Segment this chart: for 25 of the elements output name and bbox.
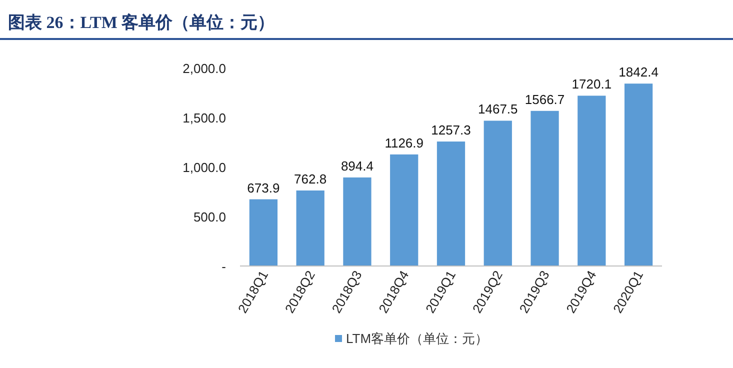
data-label: 1842.4 [618,64,658,80]
bar [390,154,418,266]
data-label: 894.4 [340,158,374,174]
data-label: 762.8 [294,171,327,186]
bar [578,96,606,266]
data-label: 1566.7 [524,92,565,107]
data-label: 1257.3 [431,122,471,138]
data-label: 673.9 [247,180,280,196]
bar [249,199,278,266]
bar [624,84,653,266]
chart-title: 图表 26：LTM 客单价（单位：元） [8,13,275,32]
data-label: 1126.9 [384,135,424,150]
data-label: 1467.5 [478,102,518,117]
y-tick-label: 2,000.0 [182,61,226,76]
bar [436,142,466,266]
legend-label: LTM客单价（单位：元） [346,331,488,346]
y-tick-label: 1,500.0 [182,110,226,126]
bar [530,110,559,266]
y-tick-label: 1,000.0 [182,160,226,175]
bar [484,120,512,266]
y-tick-label: - [222,259,226,274]
y-tick-label: 500.0 [193,210,226,224]
bar [343,177,372,266]
bar [296,190,324,266]
data-label: 1720.1 [572,76,612,92]
